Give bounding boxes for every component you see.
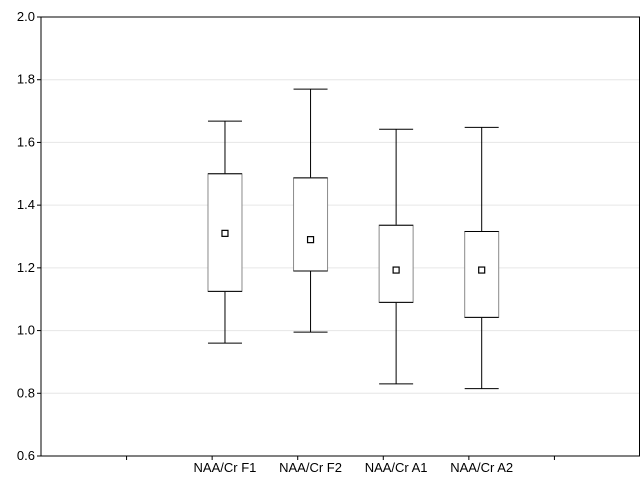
y-tick-label: 1.0 — [17, 323, 35, 338]
mean-marker — [478, 266, 486, 274]
y-tick-label: 0.8 — [17, 385, 35, 400]
box-rect — [293, 177, 329, 272]
category-label: NAA/Cr A1 — [365, 460, 428, 475]
y-tick-label: 1.2 — [17, 260, 35, 275]
mean-marker — [306, 236, 315, 244]
y-tick-label: 2.0 — [17, 9, 35, 24]
box-rect — [464, 230, 500, 318]
mean-marker — [221, 229, 229, 237]
y-tick-label: 1.6 — [17, 134, 35, 149]
y-tick-label: 1.4 — [17, 197, 35, 212]
mean-marker — [392, 266, 400, 274]
y-tick-label: 1.8 — [17, 72, 35, 87]
plot-frame — [40, 16, 640, 457]
category-label: NAA/Cr F1 — [194, 460, 257, 475]
category-label: NAA/Cr A2 — [450, 460, 513, 475]
y-tick-label: 0.6 — [17, 448, 35, 463]
category-label: NAA/Cr F2 — [279, 460, 342, 475]
box-rect — [378, 224, 414, 303]
